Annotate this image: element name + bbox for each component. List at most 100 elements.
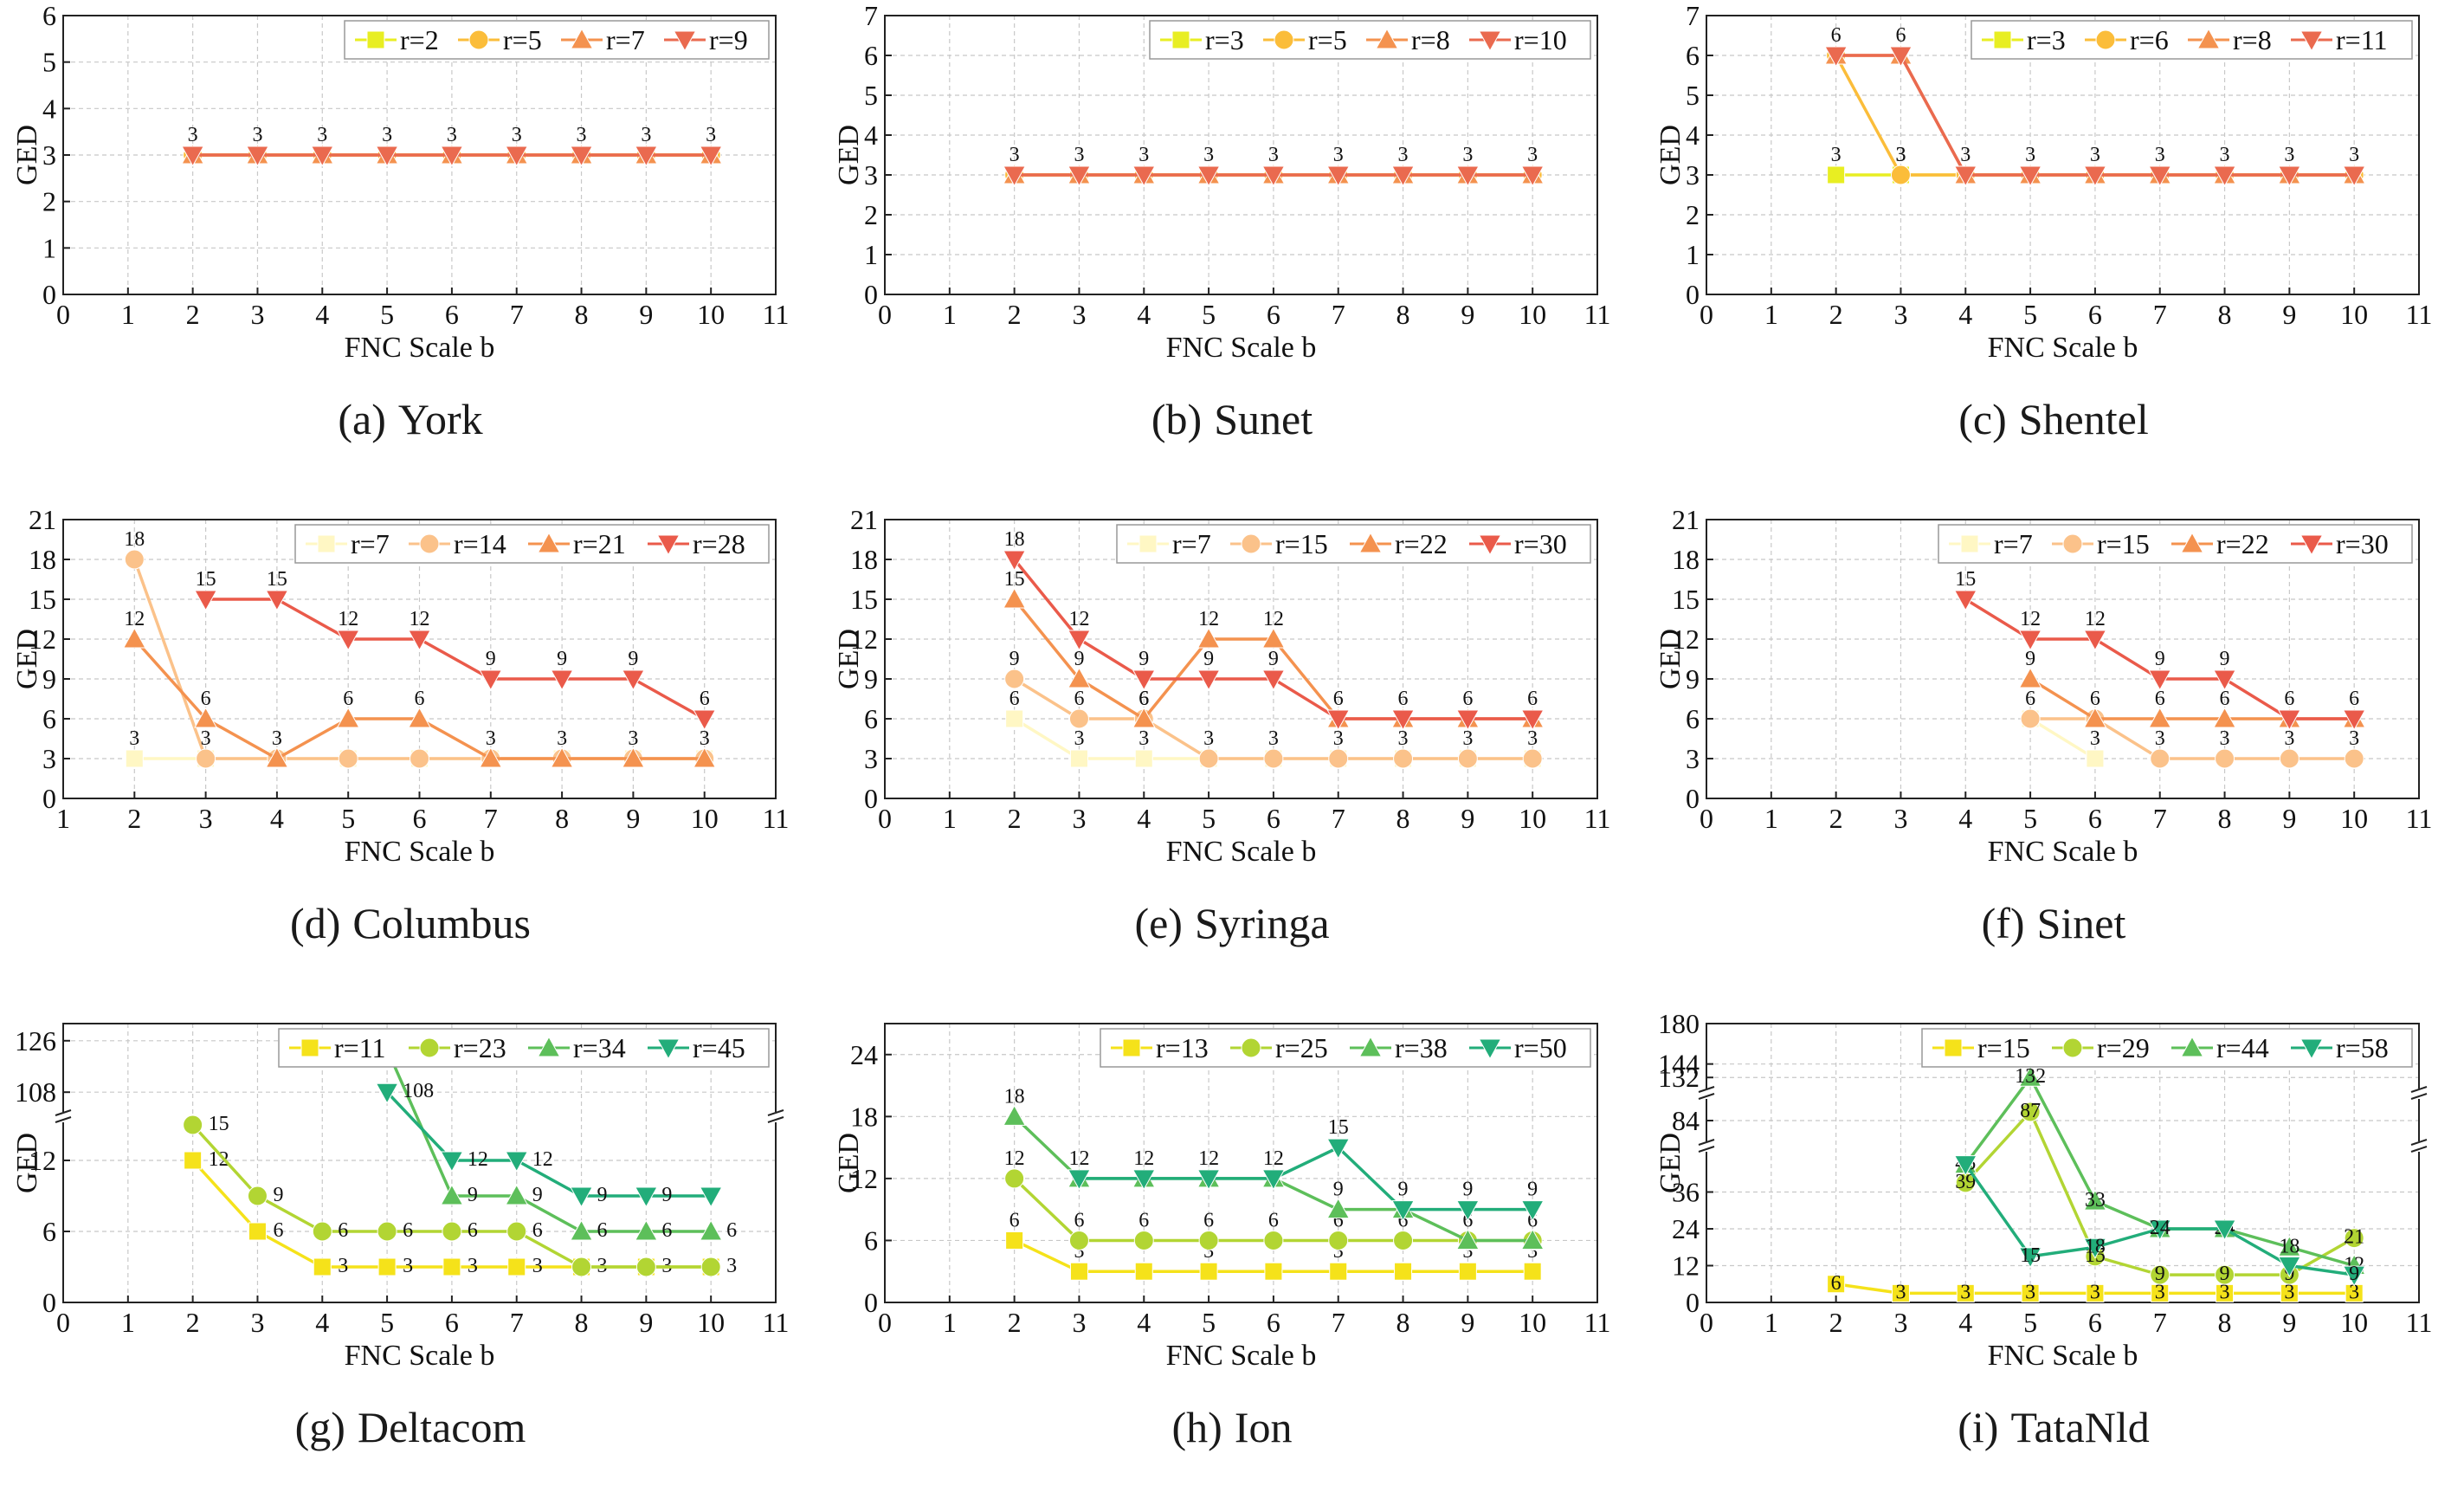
x-tick-label: 3	[1072, 803, 1086, 834]
data-label: 6	[1009, 688, 1020, 710]
data-point	[312, 1221, 332, 1242]
x-tick-label: 11	[763, 299, 790, 330]
y-axis-label: GED	[11, 629, 43, 689]
x-tick-label: 4	[315, 1307, 329, 1338]
data-point	[2148, 707, 2172, 728]
legend-r=3-marker	[1171, 30, 1190, 49]
y-tick-label: 144	[1658, 1049, 1700, 1080]
data-point	[1198, 1230, 1219, 1250]
data-label: 3	[2025, 1281, 2035, 1303]
data-label: 9	[1009, 648, 1020, 670]
data-label: 3	[2155, 1281, 2165, 1303]
legend-r=50-marker	[1478, 1038, 1502, 1060]
data-label: 9	[2155, 648, 2165, 670]
data-label: 3	[1268, 727, 1279, 750]
data-point	[183, 1115, 203, 1135]
series-r=9: 3 3 3 3 3 3 3 3 3	[181, 124, 723, 167]
y-tick-label: 4	[42, 93, 56, 124]
series-line	[1079, 1146, 1533, 1212]
x-tick-label: 1	[1764, 803, 1778, 834]
legend-label: r=44	[2216, 1032, 2269, 1063]
y-tick-label: 5	[1686, 80, 1700, 111]
axis-break-mark	[55, 1109, 72, 1116]
y-tick-label: 6	[864, 1224, 878, 1256]
data-point	[700, 1257, 721, 1277]
data-point	[1069, 749, 1088, 768]
series-r=30: 18 12 9 9 9 6 6 6 6	[1003, 528, 1545, 731]
data-label: 6	[1462, 688, 1473, 710]
data-point	[505, 145, 529, 167]
data-label: 3	[726, 1255, 737, 1277]
data-label: 3	[403, 1255, 413, 1277]
data-point	[1132, 1169, 1156, 1191]
data-point	[1068, 708, 1089, 729]
x-tick-label: 8	[2218, 299, 2232, 330]
data-point	[2020, 708, 2041, 729]
legend-r=23-marker	[419, 1037, 440, 1058]
data-label: 3	[1398, 727, 1409, 750]
x-tick-label: 5	[2023, 803, 2037, 834]
legend: r=13 r=25 r=38 r=50	[1100, 1028, 1591, 1068]
caption-deltacom: (g) Deltacom	[294, 1403, 526, 1451]
data-label: 3	[1138, 727, 1149, 750]
x-tick-label: 10	[2340, 803, 2368, 834]
plot-frame	[1706, 1023, 2420, 1303]
caption-shentel: (c) Shentel	[1958, 395, 2149, 443]
data-label: 3	[1895, 144, 1906, 166]
x-tick-label: 4	[270, 803, 284, 834]
data-point	[1132, 165, 1156, 187]
legend-label: r=11	[334, 1032, 386, 1063]
data-point	[1457, 748, 1478, 769]
data-label: 3	[1960, 1281, 1971, 1303]
data-point	[1953, 165, 1977, 187]
y-tick-label: 3	[1686, 159, 1700, 191]
data-label: 3	[2155, 144, 2165, 166]
data-point	[194, 707, 217, 728]
data-label: 6	[1138, 1209, 1149, 1231]
data-label: 12	[209, 1148, 229, 1171]
data-point	[1197, 627, 1221, 649]
data-point	[2342, 1265, 2366, 1287]
data-label: 6	[403, 1219, 413, 1242]
legend-r=5-marker	[468, 29, 489, 50]
data-label: 9	[1268, 648, 1279, 670]
x-tick-label: 2	[186, 299, 200, 330]
data-point	[1197, 165, 1221, 187]
data-point	[1134, 749, 1153, 768]
legend-label: r=30	[1514, 528, 1567, 559]
x-tick-label: 4	[1137, 299, 1151, 330]
axis-break-mark	[1698, 1086, 1715, 1093]
y-tick-label: 12	[29, 624, 56, 655]
data-label: 6	[343, 688, 353, 710]
x-tick-label: 10	[697, 299, 725, 330]
x-tick-label: 9	[639, 1307, 653, 1338]
legend-label: r=3	[2027, 24, 2066, 55]
x-tick-label: 5	[2023, 299, 2037, 330]
legend-r=8-marker	[1375, 28, 1399, 49]
data-label: 9	[628, 648, 638, 670]
caption-york: (a) York	[338, 395, 483, 443]
data-label: 3	[1203, 144, 1214, 166]
data-point	[1456, 1228, 1480, 1250]
data-label: 18	[1004, 528, 1025, 551]
data-point	[1456, 709, 1480, 731]
data-point	[1391, 1200, 1415, 1222]
axis-break-mark	[2410, 1146, 2428, 1153]
x-axis-label: FNC Scale b	[1166, 836, 1317, 868]
x-tick-label: 10	[1519, 299, 1546, 330]
x-tick-label: 3	[1893, 803, 1907, 834]
data-point	[1326, 165, 1351, 187]
x-tick-label: 3	[250, 1307, 264, 1338]
data-point	[2213, 165, 2236, 187]
x-tick-label: 8	[575, 1307, 589, 1338]
data-point	[1326, 1198, 1351, 1219]
panel-e: 0 1 2 3 4 5 6 7 8 9 10 11 0 3 6 9 12 15 18 21 FNC Scale b GED…	[822, 504, 1642, 1008]
data-point	[377, 1257, 397, 1276]
legend: r=11 r=23 r=34 r=45	[278, 1028, 770, 1068]
caption-columbus: (d) Columbus	[290, 899, 531, 947]
ticks: 0 1 2 3 4 5 6 7 8 9 10 11 0 1 2 3 4 5 6	[42, 0, 789, 330]
y-tick-label: 0	[864, 783, 878, 814]
data-label: 15	[2020, 1244, 2041, 1267]
